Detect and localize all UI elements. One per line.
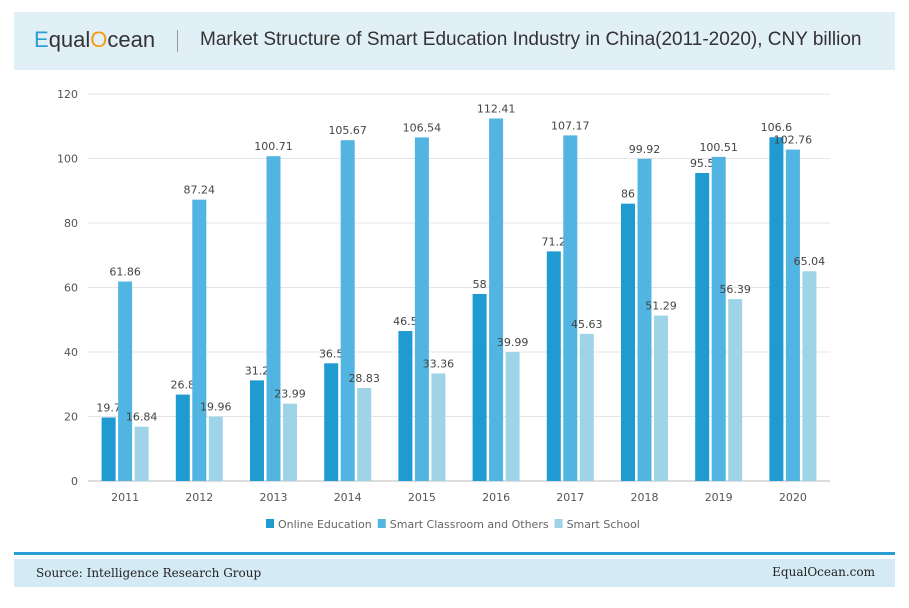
data-label: 56.39	[719, 283, 751, 296]
bar	[398, 331, 413, 481]
logo: EqualOcean	[34, 27, 156, 52]
data-label: 19.96	[200, 401, 232, 414]
bar	[785, 149, 800, 481]
bar	[175, 394, 190, 481]
x-tick-label: 2016	[482, 491, 510, 504]
x-tick-label: 2013	[260, 491, 288, 504]
data-label: 107.17	[551, 119, 590, 132]
bar	[621, 203, 635, 481]
bar	[208, 416, 223, 481]
data-label: 36.5	[319, 347, 344, 360]
footer-line	[14, 552, 895, 555]
data-label: 19.7	[96, 401, 121, 414]
data-label: 28.83	[348, 372, 380, 385]
bar	[637, 158, 652, 481]
bar	[472, 293, 487, 481]
site-link: EqualOcean.com	[772, 565, 875, 579]
data-label: 95.5	[690, 157, 715, 170]
legend-label: Smart School	[567, 518, 640, 531]
bar	[505, 352, 520, 481]
bar	[134, 426, 149, 481]
legend-label: Smart Classroom and Others	[390, 518, 549, 531]
data-label: 23.99	[274, 388, 306, 401]
data-label: 87.24	[184, 184, 216, 197]
bar	[489, 118, 504, 481]
data-label: 39.99	[497, 336, 529, 349]
x-tick-label: 2014	[334, 491, 362, 504]
data-label: 58	[473, 278, 487, 291]
bar	[266, 156, 281, 481]
bar	[711, 156, 726, 481]
chart-title: Market Structure of Smart Education Indu…	[200, 29, 862, 50]
data-label: 86	[621, 188, 635, 201]
y-tick-label: 0	[71, 475, 78, 488]
bar	[654, 315, 668, 481]
x-tick-label: 2015	[408, 491, 436, 504]
bar-chart: 0 20 40 60 80 100 120 2011 19.7 61.86 16.84 2012 26.…	[57, 88, 830, 531]
divider	[177, 30, 178, 52]
bar	[101, 417, 116, 481]
bar	[579, 333, 594, 481]
data-label: 106.54	[403, 121, 442, 134]
x-tick-label: 2012	[185, 491, 213, 504]
header: EqualOcean Market Structure of Smart Edu…	[14, 12, 895, 70]
source-text: Source: Intelligence Research Group	[36, 566, 262, 580]
x-tick-label: 2017	[556, 491, 584, 504]
data-label: 105.67	[328, 124, 367, 137]
data-label: 71.2	[542, 235, 567, 248]
data-label: 31.2	[245, 364, 270, 377]
y-tick-label: 40	[64, 346, 78, 359]
bar	[340, 140, 355, 482]
data-label: 100.71	[254, 140, 293, 153]
bar	[695, 173, 710, 481]
bar	[431, 373, 446, 481]
bar	[769, 137, 784, 481]
data-label: 51.29	[645, 300, 677, 313]
data-label: 46.5	[393, 315, 418, 328]
bar	[118, 281, 133, 481]
bar	[563, 135, 578, 481]
bar	[414, 137, 429, 481]
data-label: 99.92	[629, 143, 661, 156]
data-label: 16.84	[126, 411, 158, 424]
y-tick-label: 80	[64, 217, 78, 230]
y-tick-label: 120	[57, 88, 78, 101]
data-label: 33.36	[423, 357, 455, 370]
data-label: 100.51	[699, 141, 738, 154]
legend-swatch	[554, 519, 563, 528]
bar	[192, 199, 207, 481]
data-label: 45.63	[571, 318, 603, 331]
data-label: 106.6	[761, 121, 793, 134]
bar	[546, 251, 561, 481]
bar	[802, 271, 817, 481]
data-label: 26.8	[171, 379, 196, 392]
data-label: 61.86	[109, 266, 141, 279]
x-tick-label: 2011	[111, 491, 139, 504]
x-tick-label: 2018	[631, 491, 659, 504]
data-label: 102.76	[774, 134, 813, 147]
y-tick-label: 100	[57, 153, 78, 166]
legend-swatch	[266, 519, 274, 528]
legend-label: Online Education	[278, 518, 372, 531]
y-tick-label: 60	[64, 282, 78, 295]
data-label: 112.41	[477, 102, 516, 115]
bar	[283, 403, 297, 481]
bar	[728, 299, 743, 481]
y-tick-label: 20	[64, 411, 78, 424]
data-label: 65.04	[794, 255, 826, 268]
bar	[324, 363, 339, 481]
legend-swatch	[377, 519, 386, 528]
x-tick-label: 2020	[779, 491, 807, 504]
footer: Source: Intelligence Research Group Equa…	[14, 559, 895, 587]
bar	[357, 388, 372, 481]
x-tick-label: 2019	[705, 491, 733, 504]
bar	[250, 380, 264, 481]
